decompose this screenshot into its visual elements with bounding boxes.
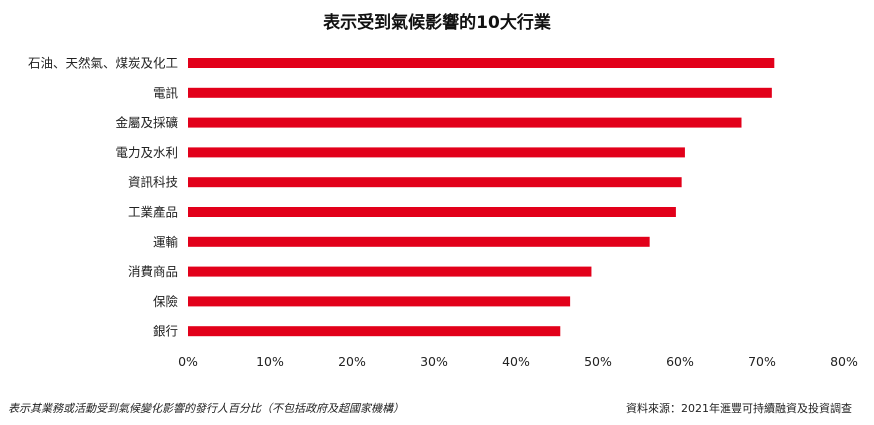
bar — [188, 117, 742, 128]
x-tick-label: 60% — [666, 354, 694, 369]
chart-title: 表示受到氣候影響的10大行業 — [323, 13, 551, 33]
bar — [188, 58, 775, 68]
x-tick-label: 0% — [178, 354, 198, 369]
category-label: 金屬及採礦 — [115, 115, 178, 130]
bar — [188, 296, 571, 307]
source-note: 資料來源：2021年滙豐可持續融資及投資調查 — [626, 402, 852, 415]
x-tick-label: 50% — [584, 354, 612, 369]
category-label: 運輸 — [153, 234, 179, 249]
x-tick-label: 40% — [502, 354, 530, 369]
bar — [188, 87, 772, 98]
x-tick-label: 70% — [748, 354, 776, 369]
bar — [188, 177, 682, 188]
footnote: 表示其業務或活動受到氣候變化影響的發行人百分比（不包括政府及超國家機構） — [8, 402, 404, 415]
category-label: 電訊 — [153, 85, 179, 100]
x-tick-label: 30% — [420, 354, 448, 369]
category-label: 資訊科技 — [128, 175, 179, 190]
category-label: 石油、天然氣、煤炭及化工 — [28, 56, 178, 71]
x-tick-label: 10% — [256, 354, 284, 369]
category-label: 銀行 — [153, 324, 178, 339]
x-tick-label: 20% — [338, 354, 366, 369]
bar — [188, 266, 592, 277]
bar — [188, 147, 685, 158]
category-label: 消費商品 — [128, 264, 178, 279]
bar — [188, 326, 561, 337]
x-tick-label: 80% — [830, 354, 858, 369]
bar — [188, 207, 676, 217]
category-label: 工業產品 — [128, 205, 178, 220]
bar — [188, 236, 650, 247]
category-label: 電力及水利 — [115, 145, 178, 160]
category-label: 保險 — [153, 294, 179, 309]
